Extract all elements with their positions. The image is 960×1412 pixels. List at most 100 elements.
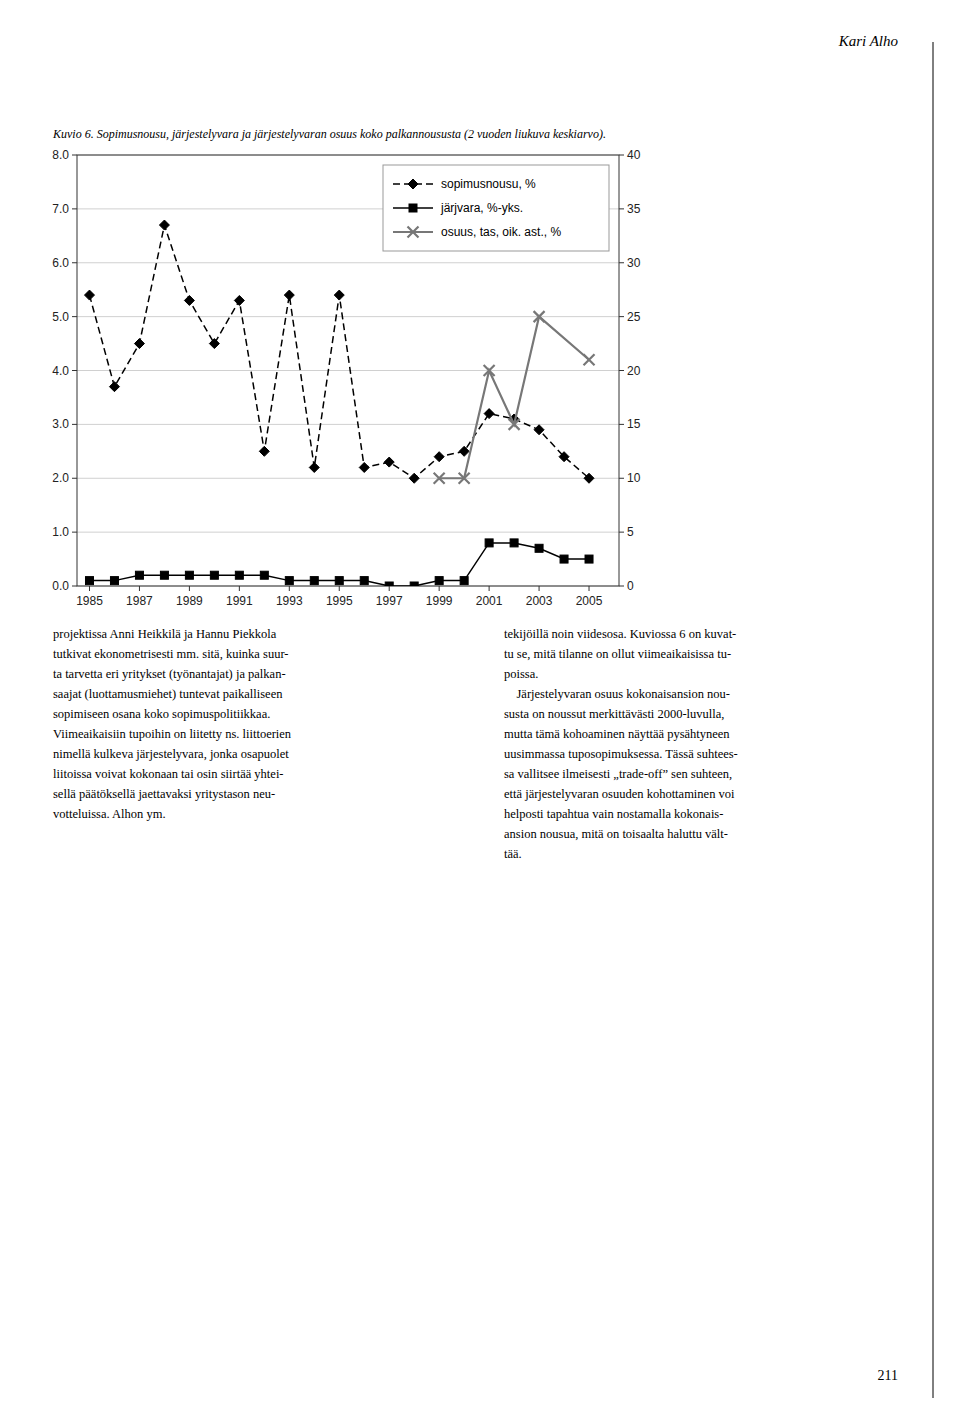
body-line: poissa. bbox=[504, 667, 538, 681]
point bbox=[359, 462, 369, 472]
body-line: ta tarvetta eri yritykset (työnantajat) … bbox=[53, 667, 286, 681]
grid-line bbox=[77, 262, 619, 263]
y2-tick-label: 30 bbox=[627, 256, 641, 270]
x-tick-label: 2003 bbox=[526, 594, 553, 608]
legend-box bbox=[383, 165, 609, 251]
body-text-left: projektissa Anni Heikkilä ja Hannu Piekk… bbox=[53, 627, 292, 821]
point bbox=[460, 577, 468, 585]
body-line: saajat (luottamusmiehet) tuntevat paikal… bbox=[53, 687, 283, 701]
page-border bbox=[933, 42, 934, 1398]
page: Kari Alho Kuvio 6. Sopimusnousu, järjeste… bbox=[0, 0, 960, 1412]
body-line: sopimiseen osana koko sopimuspolitiikkaa… bbox=[53, 707, 270, 721]
body-line: sellä päätöksellä jaettavaksi yritystaso… bbox=[53, 787, 275, 801]
y2-tick-label: 35 bbox=[627, 202, 641, 216]
body-line: Järjestelyvaran osuus kokonaisansion nou… bbox=[504, 687, 730, 701]
point bbox=[410, 582, 418, 586]
x-tick-label: 1987 bbox=[126, 594, 153, 608]
y-tick-label: 1.0 bbox=[52, 525, 69, 539]
point bbox=[534, 311, 545, 322]
point bbox=[185, 571, 193, 579]
page-header: Kari Alho bbox=[838, 33, 899, 49]
x-tick-label: 2005 bbox=[576, 594, 603, 608]
point bbox=[135, 571, 143, 579]
grid-line bbox=[77, 478, 619, 479]
x-tick-label: 1991 bbox=[226, 594, 253, 608]
y-tick bbox=[72, 208, 77, 209]
y2-tick bbox=[619, 208, 624, 209]
y-tick bbox=[72, 532, 77, 533]
legend-swatch-marker bbox=[408, 227, 419, 238]
y-tick bbox=[72, 316, 77, 317]
x-tick bbox=[89, 586, 90, 591]
point bbox=[210, 571, 218, 579]
body-line: sa vallitsee ilmeisesti „trade-off” sen … bbox=[504, 767, 732, 781]
axes: 1985198719891991199319951997199920012003… bbox=[52, 148, 640, 608]
body-line: tu se, mitä tilanne on ollut viimeaikais… bbox=[504, 647, 731, 661]
point bbox=[260, 571, 268, 579]
y-tick-label: 7.0 bbox=[52, 202, 69, 216]
body-line: nimellä kulkeva järjestelyvara, jonka os… bbox=[53, 747, 289, 761]
y2-tick-label: 15 bbox=[627, 417, 641, 431]
figure-caption: Kuvio 6. Sopimusnousu, järjestelyvara ja… bbox=[52, 127, 606, 141]
y-tick bbox=[72, 424, 77, 425]
x-tick bbox=[289, 586, 290, 591]
x-tick bbox=[439, 586, 440, 591]
x-tick-label: 1985 bbox=[76, 594, 103, 608]
x-tick-label: 1989 bbox=[176, 594, 203, 608]
point bbox=[184, 295, 194, 305]
point bbox=[435, 577, 443, 585]
legend-label: osuus, tas, oik. ast., % bbox=[441, 225, 561, 239]
point bbox=[485, 539, 493, 547]
x-tick bbox=[139, 586, 140, 591]
y-tick bbox=[72, 586, 77, 587]
point bbox=[159, 220, 169, 230]
y-tick bbox=[72, 155, 77, 156]
point bbox=[234, 295, 244, 305]
point bbox=[84, 290, 94, 300]
series-2 bbox=[434, 311, 595, 484]
body-line: susta on noussut merkittävästi 2000-luvu… bbox=[504, 707, 724, 721]
point bbox=[309, 462, 319, 472]
point bbox=[360, 577, 368, 585]
point bbox=[334, 290, 344, 300]
series-line bbox=[439, 317, 589, 479]
page-background bbox=[0, 0, 960, 1412]
y-tick bbox=[72, 370, 77, 371]
y2-tick bbox=[619, 532, 624, 533]
body-text-right: tekijöillä noin viidesosa. Kuviossa 6 on… bbox=[504, 627, 738, 861]
x-tick-label: 2001 bbox=[476, 594, 503, 608]
y-tick bbox=[72, 262, 77, 263]
point bbox=[209, 339, 219, 349]
point bbox=[459, 473, 470, 484]
series-line bbox=[89, 225, 589, 478]
body-line: votteluissa. Alhon ym. bbox=[53, 807, 166, 821]
y2-tick-label: 40 bbox=[627, 148, 641, 162]
x-tick bbox=[239, 586, 240, 591]
y-tick-label: 8.0 bbox=[52, 148, 69, 162]
y-tick-label: 0.0 bbox=[52, 579, 69, 593]
y-tick-label: 4.0 bbox=[52, 364, 69, 378]
y2-tick bbox=[619, 586, 624, 587]
point bbox=[510, 539, 518, 547]
grid-line bbox=[77, 424, 619, 425]
y2-tick bbox=[619, 316, 624, 317]
y-tick-label: 5.0 bbox=[52, 310, 69, 324]
page-number: 211 bbox=[878, 1368, 898, 1383]
x-tick bbox=[539, 586, 540, 591]
y2-tick-label: 25 bbox=[627, 310, 641, 324]
x-tick bbox=[389, 586, 390, 591]
point bbox=[534, 425, 544, 435]
point bbox=[385, 582, 393, 586]
y2-tick bbox=[619, 370, 624, 371]
x-tick-label: 1995 bbox=[326, 594, 353, 608]
body-line: tekijöillä noin viidesosa. Kuviossa 6 on… bbox=[504, 627, 736, 641]
point bbox=[285, 577, 293, 585]
plot-data bbox=[84, 220, 594, 586]
grid-line bbox=[77, 532, 619, 533]
point bbox=[509, 419, 520, 430]
point bbox=[384, 457, 394, 467]
point bbox=[284, 290, 294, 300]
point bbox=[560, 555, 568, 563]
y2-tick bbox=[619, 262, 624, 263]
point bbox=[484, 409, 494, 419]
